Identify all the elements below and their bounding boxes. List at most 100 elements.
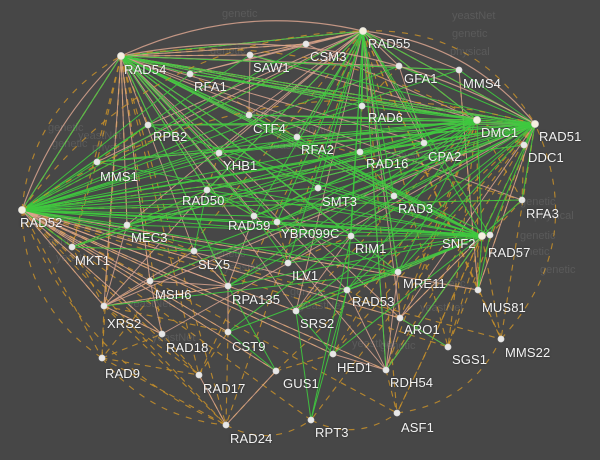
graph-edge bbox=[346, 119, 478, 291]
graph-node-xrs2[interactable] bbox=[100, 302, 108, 310]
graph-edge bbox=[393, 195, 483, 237]
graph-node-sgs1[interactable] bbox=[444, 343, 452, 351]
graph-node-smt3[interactable] bbox=[314, 184, 322, 192]
graph-edge bbox=[21, 209, 200, 376]
graph-node-srs2[interactable] bbox=[292, 307, 300, 315]
graph-edge bbox=[218, 152, 483, 237]
graph-node-rdh54[interactable] bbox=[382, 366, 390, 374]
graph-node-gus1[interactable] bbox=[272, 367, 280, 375]
graph-node-asf1[interactable] bbox=[393, 409, 401, 417]
graph-node-slx5[interactable] bbox=[190, 247, 198, 255]
graph-node-rpb2[interactable] bbox=[144, 121, 152, 129]
graph-node-ybr099c[interactable] bbox=[273, 218, 281, 226]
graph-edge bbox=[385, 123, 536, 371]
graph-node-dmc1[interactable] bbox=[473, 116, 481, 124]
graph-node-yhb1[interactable] bbox=[215, 149, 223, 157]
graph-edge bbox=[489, 199, 523, 236]
graph-node-rad16[interactable] bbox=[356, 148, 364, 156]
graph-edge bbox=[206, 119, 478, 191]
graph-node-rfa1[interactable] bbox=[186, 70, 194, 78]
graph-edge bbox=[21, 73, 191, 211]
arc-edges bbox=[21, 20, 557, 437]
graph-edge bbox=[193, 189, 208, 252]
graph-node-ilv1[interactable] bbox=[284, 259, 292, 267]
graph-edge bbox=[120, 55, 278, 223]
graph-edge bbox=[305, 43, 478, 121]
graph-edge bbox=[346, 271, 399, 291]
graph-edge bbox=[21, 209, 399, 273]
graph-edge bbox=[21, 209, 229, 287]
graph-node-rpa135[interactable] bbox=[224, 282, 232, 290]
graph-node-mre11[interactable] bbox=[394, 268, 402, 276]
graph-edge bbox=[295, 310, 334, 355]
graph-node-rad52[interactable] bbox=[18, 206, 26, 214]
graph-node-hed1[interactable] bbox=[329, 350, 337, 358]
graph-node-ctf4[interactable] bbox=[245, 111, 253, 119]
graph-node-rim1[interactable] bbox=[347, 232, 355, 240]
graph-node-rad50[interactable] bbox=[203, 186, 211, 194]
graph-node-aro1[interactable] bbox=[396, 314, 404, 322]
graph-node-cpa2[interactable] bbox=[420, 139, 428, 147]
network-nodes-layer[interactable] bbox=[18, 27, 539, 429]
graph-edge bbox=[253, 215, 289, 264]
graph-node-rad57[interactable] bbox=[486, 231, 494, 239]
graph-node-saw1[interactable] bbox=[246, 51, 254, 59]
graph-node-ddc1[interactable] bbox=[520, 141, 528, 149]
graph-edge bbox=[477, 289, 502, 340]
graph-edge bbox=[21, 209, 352, 237]
graph-edge bbox=[253, 30, 364, 217]
graph-node-rad51[interactable] bbox=[531, 120, 539, 128]
graph-edge bbox=[21, 209, 163, 335]
graph-edge bbox=[523, 123, 536, 146]
graph-node-rad9[interactable] bbox=[98, 354, 106, 362]
graph-node-snf2[interactable] bbox=[478, 232, 486, 240]
graph-node-rad53[interactable] bbox=[343, 286, 351, 294]
graph-edge bbox=[21, 209, 195, 252]
graph-edge bbox=[227, 285, 277, 372]
graph-edge bbox=[248, 114, 483, 237]
graph-edge bbox=[120, 55, 425, 144]
graph-node-rad6[interactable] bbox=[358, 102, 366, 110]
graph-node-gfa1[interactable] bbox=[395, 62, 403, 70]
graph-edge bbox=[21, 209, 227, 426]
graph-node-rpt3[interactable] bbox=[307, 416, 315, 424]
graph-edge bbox=[385, 317, 401, 371]
graph-node-rfa3[interactable] bbox=[518, 196, 526, 204]
graph-edge bbox=[332, 353, 387, 371]
graph-edge bbox=[397, 119, 478, 273]
graph-node-rad55[interactable] bbox=[359, 27, 367, 35]
graph-edge bbox=[249, 54, 478, 121]
graph-node-mkt1[interactable] bbox=[68, 243, 76, 251]
graph-node-mec3[interactable] bbox=[123, 221, 131, 229]
graph-edge bbox=[103, 271, 399, 307]
graph-edge bbox=[385, 235, 483, 371]
graph-node-cst9[interactable] bbox=[224, 328, 232, 336]
graph-edge bbox=[206, 189, 399, 273]
graph-edge bbox=[149, 280, 229, 287]
graph-node-csm3[interactable] bbox=[302, 40, 310, 48]
graph-edge bbox=[120, 55, 478, 121]
graph-edge bbox=[225, 331, 229, 426]
graph-node-rfa2[interactable] bbox=[293, 133, 301, 141]
graph-node-rad18[interactable] bbox=[158, 330, 166, 338]
graph-edge bbox=[120, 55, 401, 319]
graph-edge bbox=[253, 123, 536, 217]
graph-node-mms1[interactable] bbox=[93, 158, 101, 166]
graph-arc-edge bbox=[21, 209, 227, 426]
graph-edge bbox=[227, 235, 483, 287]
graph-edge bbox=[103, 285, 229, 307]
graph-edge bbox=[120, 55, 163, 335]
graph-node-rad59[interactable] bbox=[250, 212, 258, 220]
graph-node-rad3[interactable] bbox=[390, 192, 398, 200]
graph-edge bbox=[120, 55, 491, 236]
graph-node-rad24[interactable] bbox=[222, 421, 230, 429]
graph-node-msh6[interactable] bbox=[146, 277, 154, 285]
graph-node-mms4[interactable] bbox=[455, 66, 463, 74]
graph-node-rad54[interactable] bbox=[117, 52, 125, 60]
graph-node-rad17[interactable] bbox=[195, 371, 203, 379]
graph-edge bbox=[361, 30, 364, 107]
graph-node-mms22[interactable] bbox=[497, 335, 505, 343]
graph-edge bbox=[346, 30, 364, 291]
graph-node-mus81[interactable] bbox=[474, 286, 482, 294]
